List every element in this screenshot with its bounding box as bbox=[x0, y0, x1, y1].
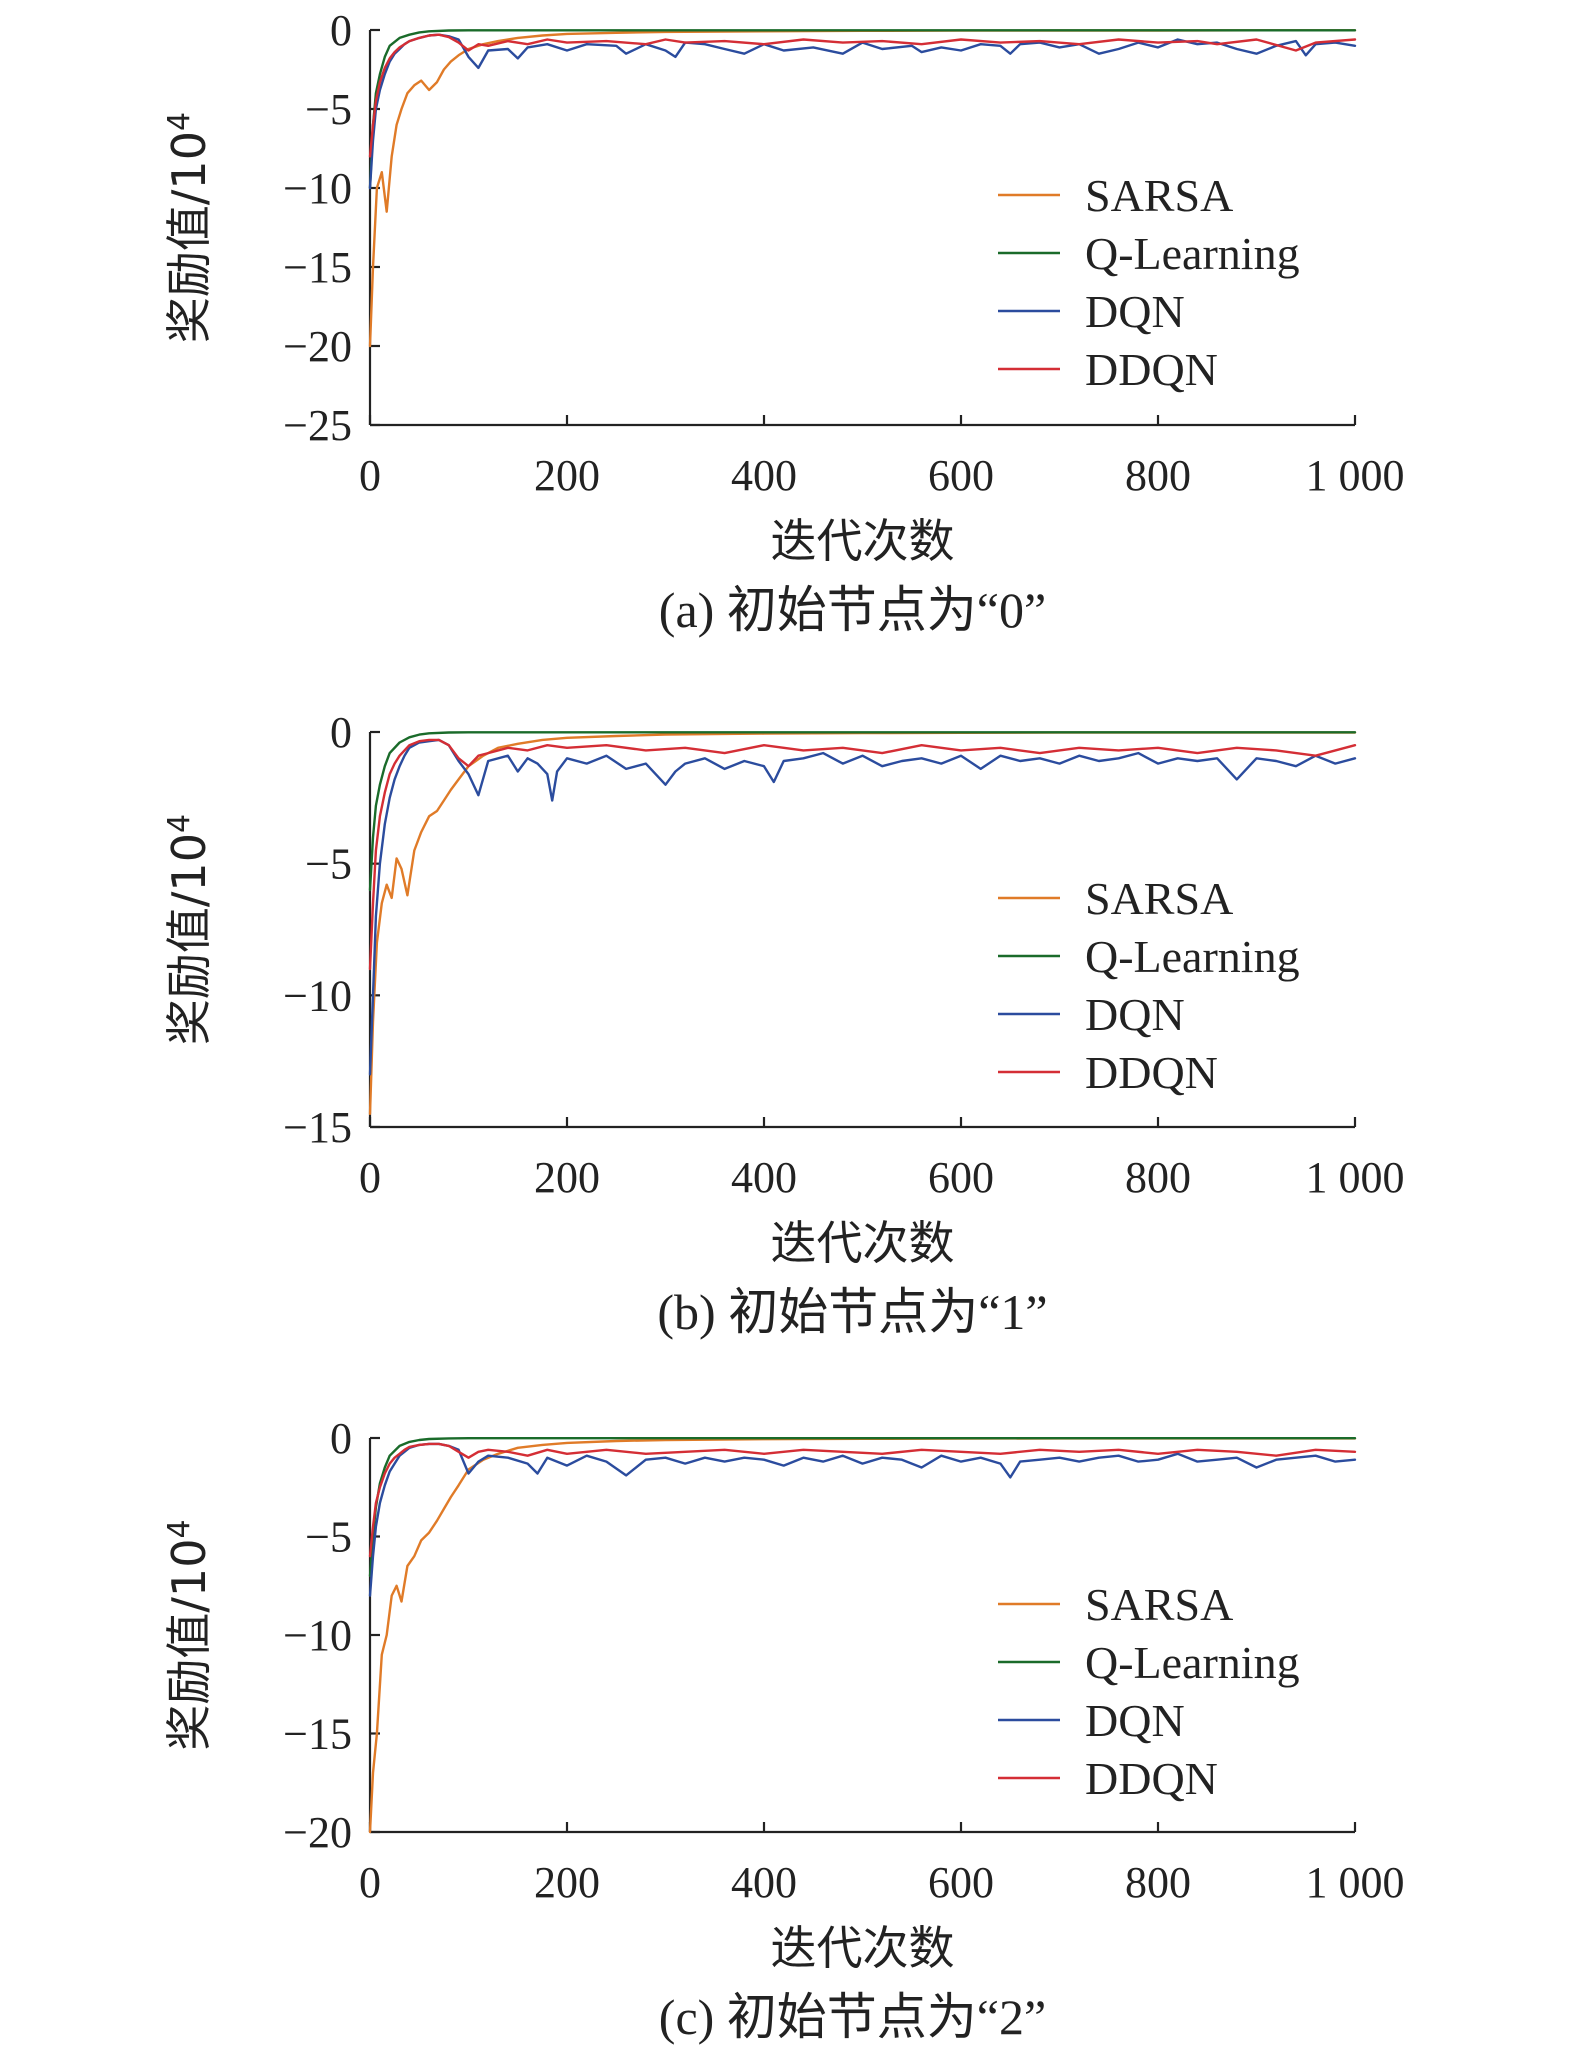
x-tick-label: 200 bbox=[534, 1153, 600, 1202]
legend-label: DDQN bbox=[1085, 1753, 1218, 1804]
y-tick-label: 0 bbox=[330, 1414, 352, 1463]
chart-panel-2: 0−5−10−15−200 200 400 600 800 1 000迭代次数奖励值/10… bbox=[162, 1414, 1405, 2045]
x-tick-label: 0 bbox=[359, 1153, 381, 1202]
series-line-dqn bbox=[368, 33, 1357, 190]
x-tick-label: 400 bbox=[731, 1858, 797, 1907]
x-tick-label: 800 bbox=[1125, 1858, 1191, 1907]
panel-caption: (c) 初始节点为“2” bbox=[659, 1989, 1046, 2045]
x-tick-label: 0 bbox=[359, 451, 381, 500]
x-tick-label: 400 bbox=[731, 1153, 797, 1202]
series-line-dqn bbox=[368, 1442, 1357, 1597]
legend-label: SARSA bbox=[1085, 1579, 1233, 1630]
series-line-ddqn bbox=[368, 33, 1357, 158]
y-tick-label: −20 bbox=[283, 322, 352, 371]
x-tick-label: 600 bbox=[928, 1858, 994, 1907]
legend-label: Q-Learning bbox=[1085, 228, 1300, 279]
x-tick-label: 200 bbox=[534, 451, 600, 500]
x-tick-label: 0 bbox=[359, 1858, 381, 1907]
x-tick-label: 600 bbox=[928, 451, 994, 500]
series-line-ddqn bbox=[368, 738, 1357, 971]
x-tick-label: 1 000 bbox=[1306, 451, 1405, 500]
legend-label: DQN bbox=[1085, 286, 1185, 337]
x-tick-label: 800 bbox=[1125, 451, 1191, 500]
y-tick-label: −25 bbox=[283, 401, 352, 450]
x-tick-label: 600 bbox=[928, 1153, 994, 1202]
x-axis-label: 迭代次数 bbox=[771, 514, 955, 568]
y-axis-label: 奖励值/104 bbox=[162, 112, 216, 343]
y-tick-label: −5 bbox=[305, 840, 352, 889]
legend-label: SARSA bbox=[1085, 873, 1233, 924]
legend-label: SARSA bbox=[1085, 170, 1233, 221]
y-tick-label: −15 bbox=[283, 1103, 352, 1152]
y-axis-label-exponent: 4 bbox=[162, 1519, 197, 1538]
y-axis-label-exponent: 4 bbox=[162, 112, 197, 131]
y-tick-label: −10 bbox=[283, 164, 352, 213]
panel-caption: (b) 初始节点为“1” bbox=[657, 1284, 1047, 1340]
y-tick-label: −15 bbox=[283, 1710, 352, 1759]
legend-label: Q-Learning bbox=[1085, 931, 1300, 982]
x-tick-label: 800 bbox=[1125, 1153, 1191, 1202]
y-axis-label: 奖励值/104 bbox=[162, 1519, 216, 1750]
series-line-ddqn bbox=[368, 1442, 1357, 1558]
y-tick-label: −20 bbox=[283, 1808, 352, 1857]
y-tick-label: −5 bbox=[305, 85, 352, 134]
legend-label: Q-Learning bbox=[1085, 1637, 1300, 1688]
x-tick-label: 200 bbox=[534, 1858, 600, 1907]
y-tick-label: −5 bbox=[305, 1513, 352, 1562]
x-axis-label: 迭代次数 bbox=[771, 1921, 955, 1975]
x-tick-label: 400 bbox=[731, 451, 797, 500]
y-tick-label: 0 bbox=[330, 6, 352, 55]
y-tick-label: −10 bbox=[283, 971, 352, 1020]
x-tick-label: 1 000 bbox=[1306, 1153, 1405, 1202]
legend-label: DDQN bbox=[1085, 1047, 1218, 1098]
legend-label: DQN bbox=[1085, 989, 1185, 1040]
y-tick-label: −15 bbox=[283, 243, 352, 292]
y-tick-label: 0 bbox=[330, 708, 352, 757]
chart-panel-0: 0−5−10−15−20−250 200 400 600 800 1 000迭代次数奖励值… bbox=[162, 6, 1405, 638]
y-axis-label-exponent: 4 bbox=[162, 814, 197, 833]
legend-label: DDQN bbox=[1085, 344, 1218, 395]
x-axis-label: 迭代次数 bbox=[771, 1216, 955, 1270]
panel-caption: (a) 初始节点为“0” bbox=[659, 582, 1046, 638]
legend-label: DQN bbox=[1085, 1695, 1185, 1746]
series-line-q-learning bbox=[368, 731, 1357, 892]
y-axis-label: 奖励值/104 bbox=[162, 814, 216, 1045]
series-line-q-learning bbox=[368, 1437, 1357, 1578]
series-line-q-learning bbox=[368, 29, 1357, 190]
y-tick-label: −10 bbox=[283, 1611, 352, 1660]
x-tick-label: 1 000 bbox=[1306, 1858, 1405, 1907]
chart-panel-1: 0−5−10−150 200 400 600 800 1 000迭代次数奖励值/104SA… bbox=[162, 708, 1405, 1340]
